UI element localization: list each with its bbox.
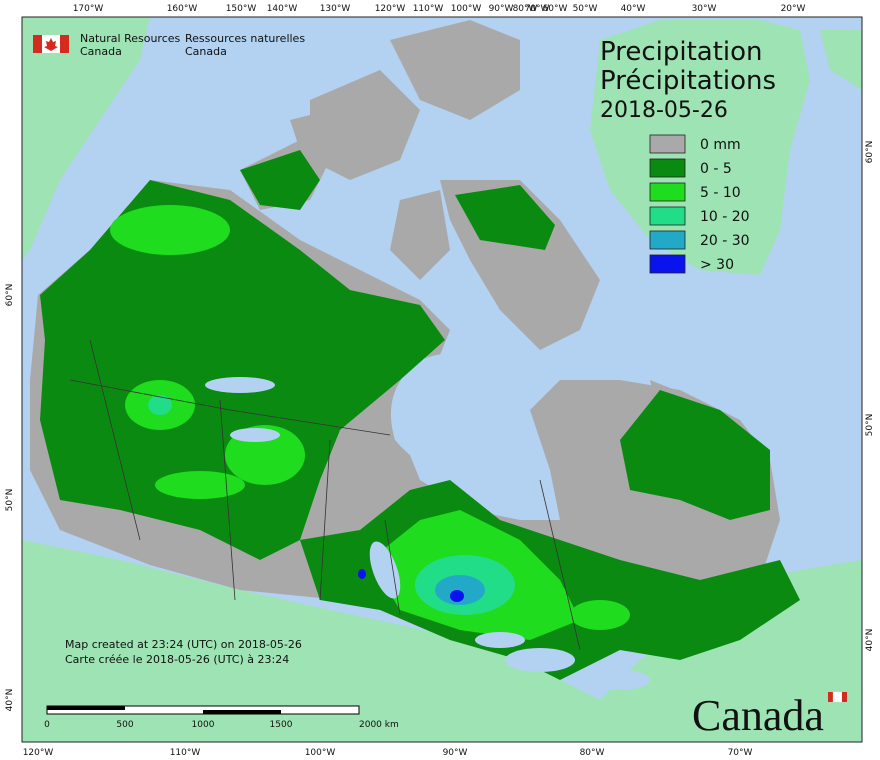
scale-bar	[46, 705, 360, 715]
legend-swatch	[649, 254, 686, 274]
legend: 0 mm 0 - 5 5 - 10 10 - 20 20 - 30 > 30	[649, 134, 750, 274]
top-tick-label: 40°W	[621, 4, 646, 14]
precip-30-plus	[358, 569, 366, 579]
title: Précipitations	[600, 66, 776, 96]
legend-swatch	[649, 182, 686, 202]
legend-swatch	[649, 206, 686, 226]
scale-label: 500	[116, 720, 133, 730]
top-tick-label: 100°W	[451, 4, 482, 14]
top-tick-label: 30°W	[692, 4, 717, 14]
top-tick-label: 130°W	[320, 4, 351, 14]
wordmark-flag	[828, 691, 847, 703]
bottom-tick-label: 100°W	[305, 748, 336, 758]
map-frame	[21, 16, 863, 743]
date: 2018-05-26	[600, 98, 728, 123]
top-tick-label: 150°W	[226, 4, 257, 14]
top-tick-label: 110°W	[413, 4, 444, 14]
bottom-tick-label: 70°W	[728, 748, 753, 758]
legend-label: 20 - 30	[700, 233, 750, 249]
left-tick-label: 50°N	[5, 489, 15, 512]
agency-header: Natural Resources Canada Ressources natu…	[33, 32, 305, 58]
lakes	[205, 377, 650, 690]
top-tick-label: 90°W	[489, 4, 514, 14]
legend-label: 5 - 10	[700, 185, 741, 201]
top-tick-label: 20°W	[781, 4, 806, 14]
scale-label: 2000 km	[359, 720, 399, 730]
top-tick-label: 170°W	[73, 4, 104, 14]
legend-label: 10 - 20	[700, 209, 750, 225]
legend-label: 0 - 5	[700, 161, 732, 177]
bottom-tick-label: 120°W	[23, 748, 54, 758]
legend-swatch	[649, 158, 686, 178]
precip-0-5	[455, 185, 555, 250]
left-tick-label: 60°N	[5, 284, 15, 307]
bottom-tick-label: 80°W	[580, 748, 605, 758]
legend-swatch	[649, 134, 686, 154]
graticule-labels: 170°W 160°W 150°W 140°W 130°W 120°W 110°W 100°W…	[5, 4, 875, 758]
right-tick-label: 60°N	[865, 141, 875, 164]
precipitation	[40, 150, 800, 680]
top-tick-label: 140°W	[267, 4, 298, 14]
hudson-bay	[390, 353, 530, 490]
foreign-land	[22, 17, 862, 742]
agency-fr: Ressources naturelles	[185, 32, 305, 45]
scale-labels: 0 500 1000 1500 2000 km	[44, 720, 399, 730]
agency-en: Canada	[80, 45, 122, 58]
map	[22, 17, 862, 742]
precip-20-30	[435, 575, 485, 605]
precip-5-10	[110, 205, 230, 255]
precip-5-10	[570, 600, 630, 630]
precip-10-20	[148, 395, 172, 415]
scale-label: 1000	[192, 720, 215, 730]
top-tick-label: 120°W	[375, 4, 406, 14]
scale-label: 1500	[270, 720, 293, 730]
agency-fr: Canada	[185, 45, 227, 58]
right-tick-label: 50°N	[865, 414, 875, 437]
top-tick-label: 60°W	[543, 4, 568, 14]
top-tick-label: 50°W	[573, 4, 598, 14]
top-tick-label: 160°W	[167, 4, 198, 14]
legend-label: 0 mm	[700, 137, 741, 153]
precip-30-plus	[450, 590, 464, 602]
wordmark: Canada	[692, 691, 824, 740]
right-tick-label: 40°N	[865, 629, 875, 652]
credit: Map created at 23:24 (UTC) on 2018-05-26	[65, 638, 302, 651]
bottom-tick-label: 110°W	[170, 748, 201, 758]
precip-0-5	[40, 180, 445, 560]
agency-en: Natural Resources	[80, 32, 181, 45]
title: Precipitation	[600, 37, 763, 67]
credit: Carte créée le 2018-05-26 (UTC) à 23:24	[65, 653, 289, 666]
legend-label: > 30	[700, 257, 734, 273]
precip-5-10	[155, 471, 245, 499]
precip-0-5	[240, 150, 320, 210]
left-tick-label: 40°N	[5, 689, 15, 712]
top-tick-label: 80°W	[513, 4, 538, 14]
legend-swatch	[649, 230, 686, 250]
bottom-tick-label: 90°W	[443, 748, 468, 758]
precip-0-5	[620, 390, 770, 520]
province-borders	[69, 339, 581, 651]
scale-label: 0	[44, 720, 50, 730]
top-tick-label: 70°W	[525, 4, 550, 14]
